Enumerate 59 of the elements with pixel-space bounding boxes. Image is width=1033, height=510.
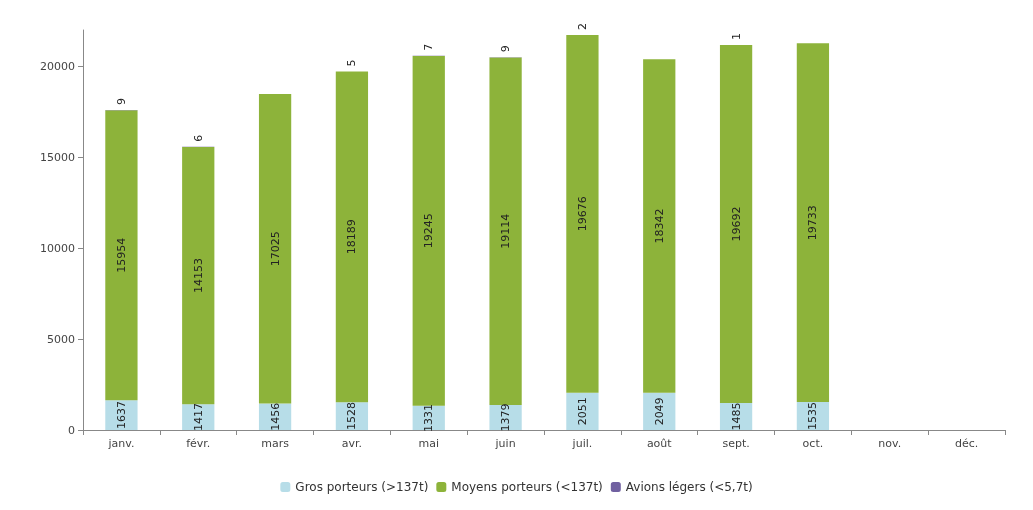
data-label: 19114 xyxy=(499,213,513,249)
data-label: 9 xyxy=(499,45,513,53)
data-label: 1331 xyxy=(422,403,436,432)
data-label: 1528 xyxy=(345,402,359,431)
data-label: 2051 xyxy=(575,397,589,426)
data-label: 1379 xyxy=(499,403,513,432)
x-tick-label: mars xyxy=(261,437,290,450)
x-tick-label: nov. xyxy=(878,437,902,450)
x-tick-label: juin xyxy=(494,437,516,450)
data-label: 19245 xyxy=(422,213,436,249)
x-tick-label: juil. xyxy=(571,437,593,450)
x-tick-label: avr. xyxy=(341,437,363,450)
x-tick-label: févr. xyxy=(186,437,211,450)
data-label: 7 xyxy=(422,43,436,51)
legend-label: Avions légers (<5,7t) xyxy=(625,480,753,494)
bar xyxy=(412,55,445,406)
bar xyxy=(643,59,676,393)
x-tick-label: août xyxy=(646,437,673,450)
data-label: 2049 xyxy=(652,397,666,426)
bar xyxy=(105,110,138,401)
y-tick-label: 15000 xyxy=(40,150,75,164)
data-label: 1456 xyxy=(268,402,282,431)
bar xyxy=(105,400,138,430)
bar xyxy=(489,57,522,405)
data-label: 1417 xyxy=(191,403,205,432)
bar xyxy=(258,93,292,404)
data-label: 19676 xyxy=(575,196,589,232)
data-label: 5 xyxy=(345,59,359,67)
bar xyxy=(566,392,599,430)
bar xyxy=(335,71,369,403)
bar xyxy=(566,34,599,393)
data-label: 6 xyxy=(191,134,205,142)
data-label: 18342 xyxy=(652,208,666,244)
data-label: 18189 xyxy=(345,219,359,255)
x-tick-label: déc. xyxy=(954,437,979,450)
y-tick-label: 20000 xyxy=(40,59,75,73)
data-label: 1485 xyxy=(729,402,743,431)
x-tick-label: mai xyxy=(418,437,440,450)
y-tick-label: 5000 xyxy=(47,332,75,346)
x-tick-label: oct. xyxy=(802,437,824,450)
data-label: 1 xyxy=(729,32,743,40)
data-label: 1535 xyxy=(806,402,820,431)
bar xyxy=(796,43,830,403)
y-tick-label: 10000 xyxy=(40,241,75,255)
data-label: 2 xyxy=(575,22,589,30)
data-label: 14153 xyxy=(191,258,205,294)
data-label: 1637 xyxy=(114,401,128,430)
legend-label: Moyens porteurs (<137t) xyxy=(451,480,603,494)
legend-label: Gros porteurs (>137t) xyxy=(295,480,429,494)
data-label: 19733 xyxy=(806,205,820,241)
data-label: 15954 xyxy=(114,237,128,273)
data-label: 19692 xyxy=(729,206,743,242)
x-tick-label: janv. xyxy=(107,437,135,450)
data-label: 17025 xyxy=(268,231,282,267)
data-label: 9 xyxy=(114,98,128,105)
bar xyxy=(719,44,753,403)
bar xyxy=(182,146,215,405)
y-tick-label: 0 xyxy=(68,423,75,437)
x-tick-label: sept. xyxy=(722,437,750,450)
